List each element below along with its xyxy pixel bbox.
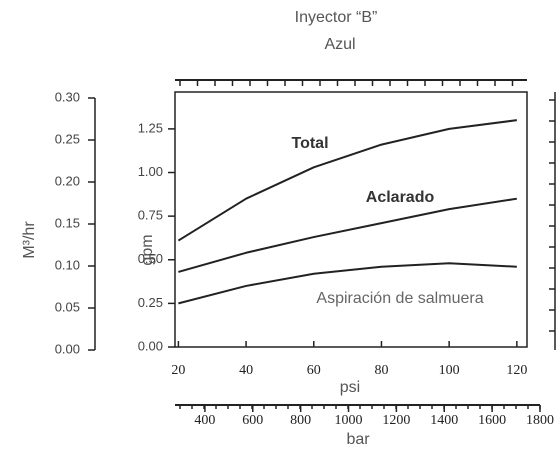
plot-frame <box>174 91 528 348</box>
x2-tick-label: 1400 <box>430 413 458 428</box>
series-line <box>178 262 517 305</box>
series-line <box>178 197 517 273</box>
x2-tick-label: 1800 <box>526 413 554 428</box>
y2-tick-label: 0.25 <box>55 131 80 146</box>
y2-axis-label: M³/hr <box>21 221 38 259</box>
y-tick-label: 0.50 <box>138 251 163 266</box>
chart-title: Inyector “B” <box>295 9 378 26</box>
y2-tick-label: 0.05 <box>55 299 80 314</box>
x-tick-label: 100 <box>439 363 460 378</box>
y-tick-label: 0.25 <box>138 295 163 310</box>
y2-tick-label: 0.15 <box>55 215 80 230</box>
chart-subtitle: Azul <box>324 36 355 53</box>
x-axis-label: psi <box>340 379 360 396</box>
y-tick-label: 0.00 <box>138 338 163 353</box>
x-tick-label: 40 <box>239 363 253 378</box>
x-tick-label: 20 <box>171 363 185 378</box>
y2-tick-label: 0.10 <box>55 257 80 272</box>
y2-tick-label: 0.20 <box>55 173 80 188</box>
x2-tick-label: 400 <box>194 413 215 428</box>
series-line <box>177 119 517 242</box>
x-tick-label: 60 <box>307 363 321 378</box>
y-axis-label: gpm <box>139 234 156 265</box>
y2-tick-label: 0.00 <box>55 341 80 356</box>
series-label: Total <box>291 135 328 152</box>
y-tick-label: 1.00 <box>138 164 163 179</box>
series-label: Aclarado <box>366 189 435 206</box>
x-tick-label: 80 <box>374 363 388 378</box>
y2-tick-label: 0.30 <box>55 89 80 104</box>
y-tick-label: 0.75 <box>138 208 163 223</box>
x2-tick-label: 1200 <box>382 413 410 428</box>
series-label: Aspiración de salmuera <box>316 290 483 307</box>
x2-tick-label: 1000 <box>335 413 363 428</box>
x2-tick-label: 600 <box>242 413 263 428</box>
x2-tick-label: 1600 <box>478 413 506 428</box>
x-tick-label: 120 <box>506 363 527 378</box>
x2-tick-label: 800 <box>290 413 311 428</box>
x2-axis-label: bar <box>346 431 370 448</box>
y-tick-label: 1.25 <box>138 120 163 135</box>
